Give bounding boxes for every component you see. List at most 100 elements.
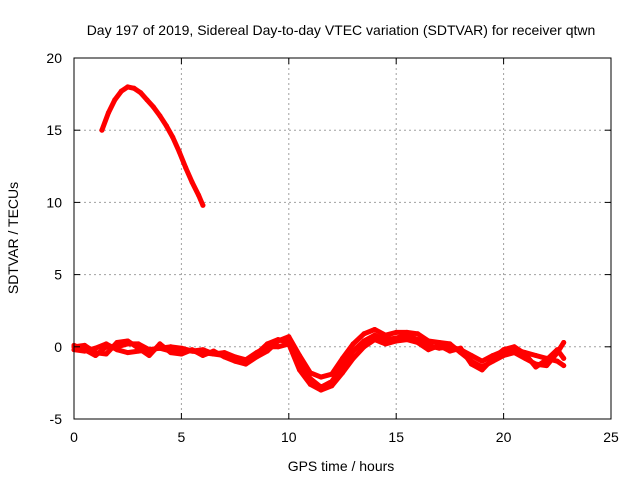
data-point bbox=[533, 364, 539, 370]
data-point bbox=[105, 110, 111, 116]
data-point bbox=[196, 192, 202, 198]
data-point bbox=[297, 367, 302, 373]
data-point bbox=[511, 350, 517, 356]
data-point bbox=[383, 332, 388, 338]
data-point bbox=[447, 341, 453, 347]
data-point bbox=[146, 347, 152, 353]
data-point bbox=[144, 97, 150, 103]
data-point bbox=[372, 337, 378, 343]
data-point bbox=[200, 347, 206, 353]
data-point bbox=[307, 370, 313, 376]
data-point bbox=[561, 363, 567, 369]
data-point bbox=[112, 97, 118, 103]
data-point bbox=[522, 351, 528, 357]
data-point bbox=[447, 348, 453, 354]
data-point bbox=[340, 370, 345, 376]
y-tick-label: 20 bbox=[46, 50, 62, 66]
data-point bbox=[544, 357, 550, 363]
data-point bbox=[189, 348, 195, 354]
y-axis-label: SDTVAR / TECUs bbox=[5, 182, 21, 294]
data-point bbox=[264, 344, 270, 350]
data-point bbox=[211, 351, 217, 357]
data-point bbox=[286, 334, 292, 340]
grid bbox=[74, 58, 611, 419]
data-point bbox=[146, 353, 152, 358]
data-point bbox=[361, 344, 367, 350]
data-point bbox=[425, 338, 431, 344]
plot-frame bbox=[73, 57, 612, 420]
data-point bbox=[544, 363, 550, 369]
x-tick-label: 0 bbox=[70, 429, 78, 445]
x-tick-label: 25 bbox=[603, 429, 619, 445]
data-point bbox=[125, 350, 131, 356]
data-series bbox=[71, 84, 567, 393]
data-point bbox=[275, 344, 281, 350]
data-point bbox=[200, 353, 206, 358]
data-point bbox=[501, 353, 507, 358]
data-point bbox=[221, 350, 227, 356]
data-point bbox=[114, 340, 120, 345]
x-tick-label: 20 bbox=[496, 429, 512, 445]
data-point bbox=[125, 341, 131, 347]
data-point bbox=[131, 85, 137, 91]
y-tick-label: 10 bbox=[46, 194, 62, 210]
data-point bbox=[393, 338, 399, 344]
ticks: 0 5 10 15 20 25 -5 0 5 10 15 20 bbox=[46, 50, 619, 445]
data-point bbox=[554, 358, 560, 364]
data-point bbox=[329, 383, 335, 389]
data-point bbox=[286, 341, 292, 347]
data-point bbox=[307, 381, 313, 387]
data-point bbox=[318, 374, 324, 380]
data-point bbox=[468, 353, 474, 358]
data-point bbox=[178, 351, 184, 357]
data-point bbox=[168, 350, 174, 356]
chart-title: Day 197 of 2019, Sidereal Day-to-day VTE… bbox=[87, 22, 596, 38]
data-point bbox=[350, 348, 356, 354]
data-point bbox=[232, 358, 238, 364]
data-point bbox=[99, 127, 105, 133]
data-point bbox=[561, 355, 567, 361]
data-point bbox=[561, 340, 567, 345]
data-point bbox=[189, 179, 195, 185]
data-point bbox=[183, 165, 189, 171]
y-tick-label: 0 bbox=[54, 339, 62, 355]
x-axis-label: GPS time / hours bbox=[288, 458, 395, 474]
data-point bbox=[329, 371, 335, 377]
data-point bbox=[404, 329, 410, 335]
data-point bbox=[232, 354, 238, 360]
data-point bbox=[157, 341, 163, 347]
data-point bbox=[125, 84, 131, 90]
y-tick-label: -5 bbox=[50, 411, 63, 427]
data-point bbox=[554, 347, 560, 353]
data-point bbox=[501, 347, 507, 353]
data-point bbox=[138, 90, 144, 96]
y-tick-label: 5 bbox=[54, 267, 62, 283]
data-point bbox=[533, 353, 539, 358]
data-point bbox=[157, 345, 163, 351]
data-point bbox=[103, 344, 109, 350]
data-point bbox=[275, 338, 281, 344]
data-point bbox=[415, 340, 421, 345]
data-point bbox=[168, 344, 174, 350]
data-point bbox=[436, 342, 442, 348]
data-point bbox=[479, 367, 485, 373]
x-tick-label: 10 bbox=[281, 429, 297, 445]
data-point bbox=[479, 358, 485, 364]
data-point bbox=[318, 387, 324, 393]
data-point bbox=[350, 355, 356, 361]
data-point bbox=[458, 345, 464, 351]
data-point bbox=[297, 353, 302, 358]
data-point bbox=[93, 353, 98, 358]
data-point bbox=[372, 327, 378, 332]
data-point bbox=[393, 329, 399, 335]
data-point bbox=[135, 341, 141, 347]
data-point bbox=[361, 338, 367, 344]
data-point bbox=[170, 134, 176, 140]
data-point bbox=[118, 88, 124, 94]
data-point bbox=[157, 113, 163, 119]
data-point bbox=[163, 123, 169, 129]
data-point bbox=[254, 350, 260, 356]
data-point bbox=[178, 345, 184, 351]
